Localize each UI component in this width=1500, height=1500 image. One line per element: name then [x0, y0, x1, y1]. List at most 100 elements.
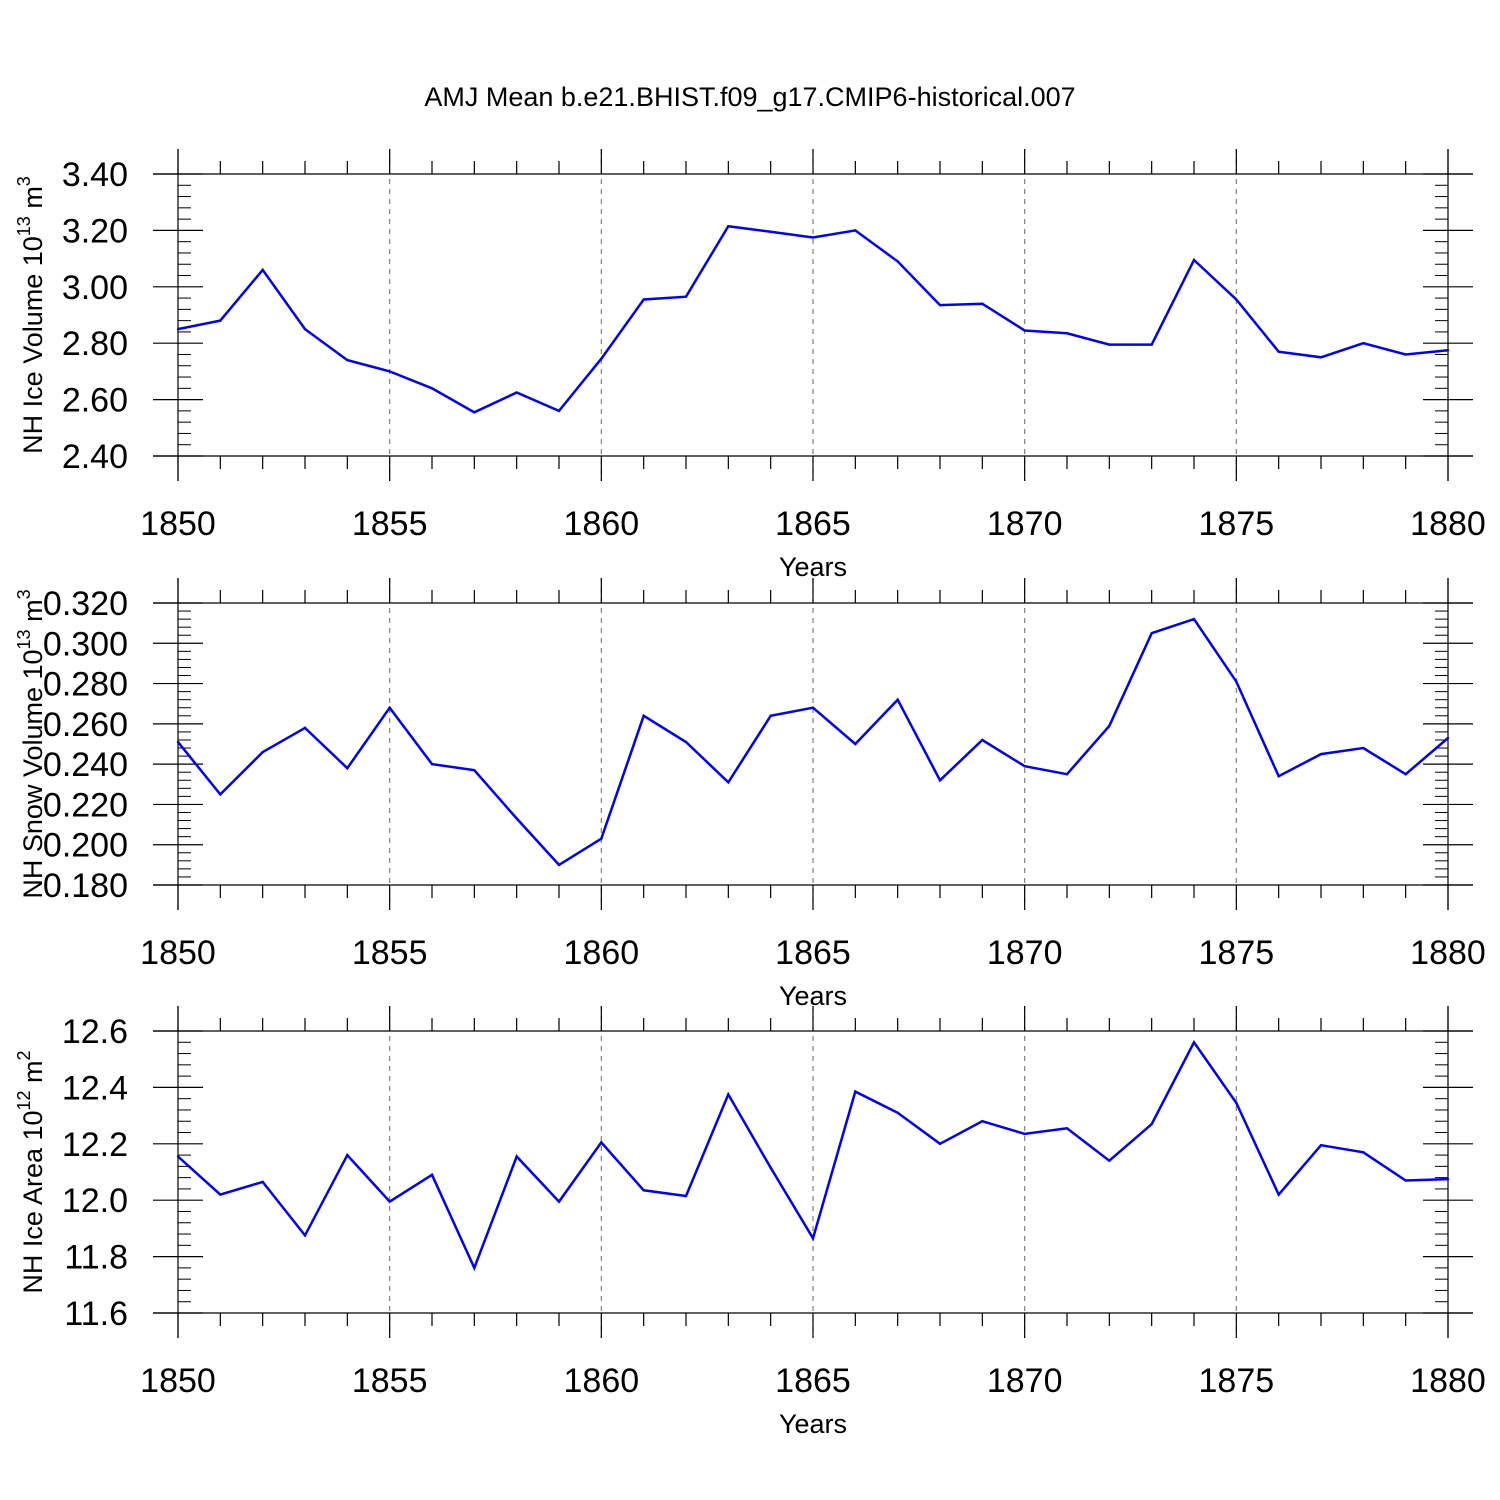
y-tick-label: 0.320 — [43, 585, 128, 623]
data-point — [684, 1194, 688, 1198]
y-tick-label: 12.0 — [62, 1182, 128, 1220]
data-point — [473, 411, 476, 414]
data-point — [600, 837, 603, 840]
data-point — [1362, 342, 1365, 345]
y-label-superscript: 12 — [14, 1090, 34, 1110]
y-tick-label: 0.260 — [43, 706, 128, 744]
x-tick-label: 1880 — [1410, 505, 1486, 543]
y-label-superscript: 13 — [14, 629, 34, 649]
data-point — [684, 295, 688, 298]
panel-2: 0.1800.2000.2200.2400.2600.2800.3000.320… — [14, 578, 1486, 1011]
data-point — [642, 714, 645, 717]
y-label-text: m — [18, 1060, 48, 1090]
y-label-text: m — [18, 599, 48, 629]
data-point — [1277, 775, 1280, 778]
data-point — [811, 236, 815, 239]
data-point — [473, 1266, 476, 1270]
data-point — [600, 357, 603, 360]
x-tick-label: 1865 — [775, 934, 851, 972]
data-point — [1319, 356, 1323, 359]
y-tick-label: 3.20 — [62, 212, 128, 250]
data-point — [1023, 329, 1026, 332]
x-tick-label: 1860 — [564, 934, 640, 972]
data-point — [811, 706, 815, 709]
x-tick-label: 1875 — [1199, 1362, 1275, 1400]
x-axis-label: Years — [779, 552, 847, 582]
data-point — [769, 1166, 772, 1169]
data-point — [769, 230, 772, 234]
x-tick-label: 1865 — [775, 505, 851, 543]
data-point — [346, 1153, 349, 1157]
x-axis-label: Years — [779, 1409, 847, 1439]
data-point — [1192, 1041, 1196, 1044]
data-point — [388, 370, 391, 373]
x-tick-label: 1850 — [140, 934, 216, 972]
y-tick-label: 11.8 — [64, 1239, 128, 1277]
data-point — [1065, 773, 1069, 776]
x-tick-label: 1875 — [1199, 934, 1275, 972]
data-point — [727, 781, 730, 784]
y-tick-label: 3.00 — [62, 269, 128, 307]
data-point — [346, 358, 349, 362]
y-tick-label: 2.40 — [62, 438, 128, 476]
y-label-text: NH Ice Area 10 — [18, 1110, 48, 1293]
data-point — [896, 260, 899, 263]
data-point — [261, 268, 264, 272]
data-point — [1235, 680, 1238, 683]
data-point — [176, 1155, 180, 1158]
y-tick-label: 3.40 — [62, 156, 128, 194]
x-tick-label: 1855 — [352, 934, 428, 972]
y-tick-label: 0.180 — [43, 867, 128, 905]
data-point — [219, 319, 222, 322]
y-tick-label: 0.280 — [43, 666, 128, 704]
panel-3: 11.6 11.8 12.0 12.2 12.4 12.6 1850 1855 1860 1865… — [14, 1006, 1486, 1439]
data-point — [1404, 773, 1407, 776]
data-point — [303, 726, 307, 730]
y-label-text: m — [18, 186, 48, 216]
data-point — [388, 1200, 391, 1203]
data-point — [1235, 298, 1238, 301]
data-point — [642, 298, 645, 301]
data-point — [1362, 1151, 1365, 1154]
chart-title: AMJ Mean b.e21.BHIST.f09_g17.CMIP6-histo… — [424, 82, 1076, 112]
data-point — [557, 1200, 561, 1203]
data-point — [1319, 752, 1323, 756]
data-point — [515, 391, 518, 394]
y-axis-label: NH Ice Volume 1013 m3 — [14, 176, 48, 454]
y-tick-label: 0.220 — [43, 786, 128, 824]
data-point — [1150, 632, 1153, 635]
data-point — [938, 303, 942, 307]
data-point — [854, 742, 857, 746]
y-label-superscript: 13 — [14, 216, 34, 236]
y-tick-label: 0.300 — [43, 625, 128, 663]
y-axis-label: NH Ice Area 1012 m2 — [14, 1050, 48, 1293]
y-label-superscript: 3 — [14, 589, 34, 599]
y-tick-label: 2.60 — [62, 382, 128, 420]
data-point — [600, 1141, 603, 1144]
data-point — [727, 224, 730, 228]
data-point — [557, 863, 561, 867]
data-point — [1065, 1127, 1069, 1130]
data-point — [430, 762, 434, 766]
x-tick-label: 1855 — [352, 1362, 428, 1400]
data-point — [346, 766, 349, 770]
y-tick-label: 11.6 — [64, 1295, 128, 1333]
data-point — [430, 387, 434, 390]
data-point — [1150, 1122, 1153, 1126]
data-point — [1446, 736, 1450, 740]
data-point — [1023, 1132, 1026, 1136]
data-point — [261, 1180, 264, 1184]
data-point — [896, 698, 899, 701]
data-point — [1446, 349, 1450, 352]
data-point — [219, 793, 222, 796]
data-point — [642, 1189, 645, 1192]
data-point — [854, 229, 857, 232]
panel-1: 2.40 2.60 2.80 3.00 3.20 3.40 1850 1855 1860 1865… — [14, 149, 1486, 582]
data-point — [1277, 1193, 1280, 1196]
x-tick-label: 1880 — [1410, 934, 1486, 972]
data-point — [473, 768, 476, 772]
data-point — [176, 327, 180, 331]
data-point — [1277, 350, 1280, 353]
data-point — [981, 738, 984, 742]
data-point — [684, 740, 688, 744]
